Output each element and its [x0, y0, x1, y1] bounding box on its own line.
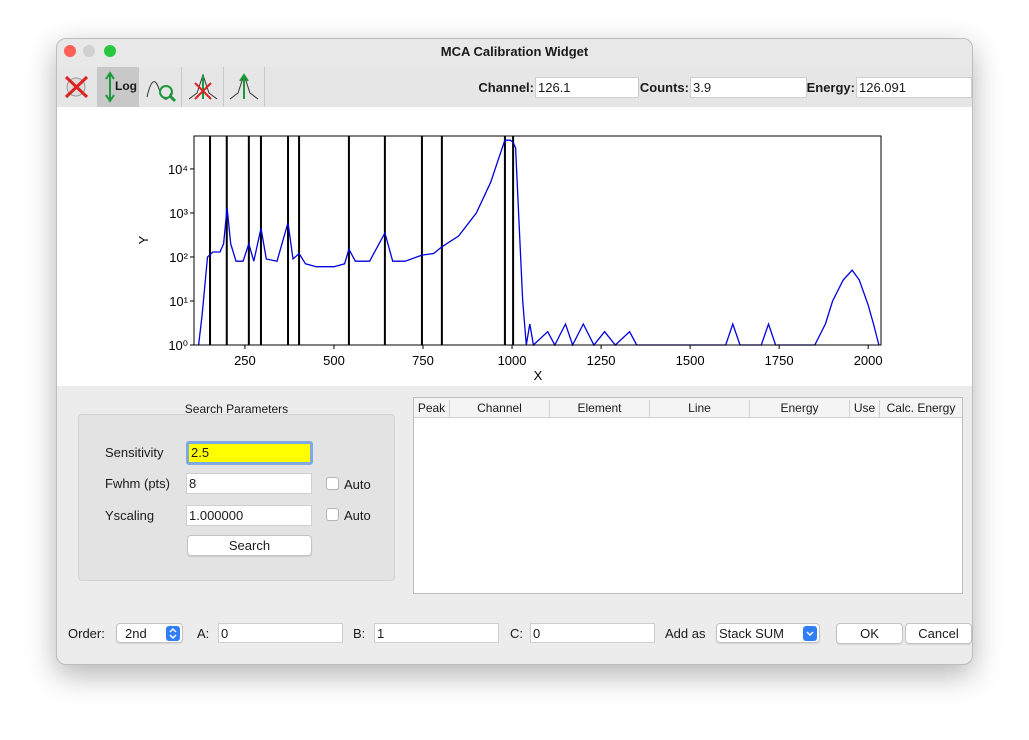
column-header[interactable]: Calc. Energy: [886, 401, 956, 415]
y-tick-label: 10⁰: [168, 338, 188, 353]
column-header[interactable]: Line: [650, 400, 750, 417]
add-as-label: Add as: [665, 626, 706, 641]
a-input[interactable]: 0: [218, 623, 343, 643]
channel-field[interactable]: 126.1: [535, 77, 639, 98]
zoom-tool-button[interactable]: [141, 67, 182, 107]
column-header[interactable]: Channel: [450, 400, 550, 417]
remove-peaks-button[interactable]: [183, 67, 224, 107]
b-input[interactable]: 1: [374, 623, 499, 643]
close-button[interactable]: [64, 45, 76, 57]
peak-table: [413, 397, 963, 594]
checkbox[interactable]: [326, 477, 339, 490]
x-tick-label: 1500: [676, 353, 705, 368]
y-tick-label: 10¹: [169, 294, 188, 309]
x-axis-label: X: [534, 368, 543, 383]
column-header[interactable]: Peak: [414, 400, 450, 417]
order-label: Order:: [68, 626, 105, 641]
x-tick-label: 1750: [765, 353, 794, 368]
field-label: Counts:: [639, 80, 689, 95]
table-header: [414, 398, 962, 418]
search-button[interactable]: Search: [187, 535, 312, 556]
b-label: B:: [353, 626, 366, 641]
fwhm-input[interactable]: 8: [186, 473, 312, 494]
field-label: Energy:: [806, 80, 855, 95]
icon: [229, 73, 259, 100]
yscaling-label: Yscaling: [105, 508, 155, 523]
icon: [105, 71, 115, 103]
checkbox[interactable]: [326, 508, 339, 521]
group-title: Search Parameters: [184, 402, 289, 416]
toolbar: [57, 67, 972, 107]
log-label: Log: [115, 79, 137, 93]
a-label: A:: [197, 626, 210, 641]
plot-frame: [193, 135, 882, 346]
log-button[interactable]: Log: [98, 67, 139, 107]
add-as-select[interactable]: Stack SUM: [716, 623, 820, 643]
c-input[interactable]: 0: [530, 623, 655, 643]
y-tick-label: 10³: [169, 206, 188, 221]
x-tick-label: 1000: [498, 353, 527, 368]
column-header[interactable]: Energy: [750, 400, 850, 417]
select-arrow: [803, 626, 817, 641]
column-header[interactable]: Use: [850, 400, 880, 417]
peak-search-button[interactable]: [224, 67, 265, 107]
energy-field[interactable]: 126.091: [856, 77, 972, 98]
y-axis-label: Y: [136, 235, 151, 244]
x-tick-label: 1250: [587, 353, 616, 368]
yscaling-input[interactable]: 1.000000: [186, 505, 312, 526]
cancel-button[interactable]: Cancel: [905, 623, 972, 644]
select-arrow: [166, 626, 180, 641]
order-select[interactable]: 2nd: [116, 623, 183, 643]
x-tick-label: 750: [412, 353, 434, 368]
field-label: Channel:: [478, 80, 534, 95]
add-as-value: Stack SUM: [719, 626, 785, 641]
chart: X Y 250 500 750 1000 1250 1500 1750 2000 10⁰ 10¹ 1…: [136, 135, 883, 383]
order-value: 2nd: [125, 626, 147, 641]
y-tick-label: 10²: [169, 250, 188, 265]
x-tick-label: 500: [323, 353, 345, 368]
y-tick-label: 10⁴: [168, 162, 188, 177]
fwhm-label: Fwhm (pts): [105, 476, 170, 491]
x-tick-label: 250: [234, 353, 256, 368]
c-label: C:: [510, 626, 523, 641]
sensitivity-label: Sensitivity: [105, 445, 164, 460]
checkbox-label: Auto: [344, 508, 371, 523]
icon: [64, 75, 89, 99]
zoom-button[interactable]: [104, 45, 116, 57]
icon: [146, 81, 177, 103]
title-bar: [57, 39, 972, 67]
window-title: MCA Calibration Widget: [440, 44, 589, 59]
icon: [188, 73, 218, 100]
column-header[interactable]: Element: [550, 400, 650, 417]
clear-button[interactable]: [57, 67, 98, 107]
traffic-lights[interactable]: [62, 44, 122, 60]
checkbox-label: Auto: [344, 477, 371, 492]
sensitivity-input[interactable]: 2.5: [186, 441, 313, 465]
minimize-button[interactable]: [83, 45, 95, 57]
x-tick-label: 2000: [854, 353, 883, 368]
ok-button[interactable]: OK: [836, 623, 903, 644]
counts-field[interactable]: 3.9: [690, 77, 807, 98]
spectrum-line: [197, 139, 880, 347]
